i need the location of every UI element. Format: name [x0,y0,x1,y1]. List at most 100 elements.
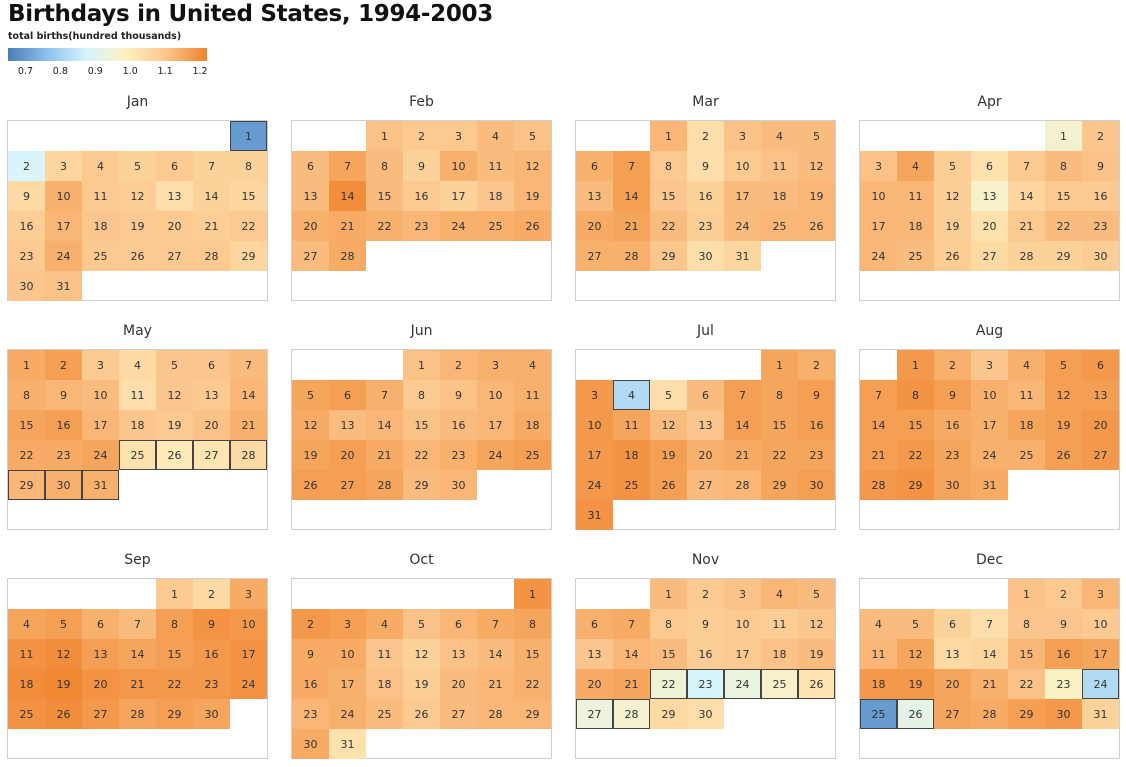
day-cell[interactable]: 3 [45,151,82,181]
day-cell[interactable]: 3 [971,350,1008,380]
day-cell[interactable]: 14 [724,410,761,440]
day-cell[interactable]: 30 [687,699,724,729]
day-cell[interactable]: 24 [724,669,761,699]
day-cell[interactable]: 11 [1008,380,1045,410]
day-cell[interactable]: 9 [45,380,82,410]
day-cell[interactable]: 10 [1082,609,1119,639]
day-cell[interactable]: 5 [292,380,329,410]
day-cell[interactable]: 13 [1082,380,1119,410]
day-cell[interactable]: 24 [230,669,267,699]
day-cell[interactable]: 12 [45,639,82,669]
day-cell[interactable]: 30 [440,470,477,500]
day-cell[interactable]: 20 [1082,410,1119,440]
day-cell[interactable]: 7 [119,609,156,639]
day-cell[interactable]: 6 [329,380,366,410]
day-cell[interactable]: 1 [366,121,403,151]
day-cell[interactable]: 8 [761,380,798,410]
day-cell[interactable]: 26 [1045,440,1082,470]
day-cell[interactable]: 15 [650,639,687,669]
day-cell[interactable]: 29 [8,470,45,500]
day-cell[interactable]: 29 [1008,699,1045,729]
day-cell[interactable]: 26 [292,470,329,500]
day-cell[interactable]: 29 [897,470,934,500]
day-cell[interactable]: 3 [477,350,514,380]
day-cell[interactable]: 18 [761,639,798,669]
day-cell[interactable]: 3 [230,579,267,609]
day-cell[interactable]: 2 [1045,579,1082,609]
day-cell[interactable]: 24 [724,211,761,241]
day-cell[interactable]: 2 [403,121,440,151]
day-cell[interactable]: 10 [724,609,761,639]
day-cell[interactable]: 21 [230,410,267,440]
day-cell[interactable]: 19 [934,211,971,241]
day-cell[interactable]: 4 [613,380,650,410]
day-cell[interactable]: 20 [156,211,193,241]
day-cell[interactable]: 15 [230,181,267,211]
day-cell[interactable]: 2 [193,579,230,609]
day-cell[interactable]: 17 [724,181,761,211]
day-cell[interactable]: 25 [897,241,934,271]
day-cell[interactable]: 6 [193,350,230,380]
day-cell[interactable]: 3 [724,579,761,609]
day-cell[interactable]: 16 [687,639,724,669]
day-cell[interactable]: 28 [971,699,1008,729]
day-cell[interactable]: 17 [724,639,761,669]
day-cell[interactable]: 10 [230,609,267,639]
day-cell[interactable]: 21 [1008,211,1045,241]
day-cell[interactable]: 25 [761,669,798,699]
day-cell[interactable]: 4 [1008,350,1045,380]
day-cell[interactable]: 7 [724,380,761,410]
day-cell[interactable]: 22 [230,211,267,241]
day-cell[interactable]: 1 [156,579,193,609]
day-cell[interactable]: 9 [1045,609,1082,639]
day-cell[interactable]: 8 [8,380,45,410]
day-cell[interactable]: 2 [292,609,329,639]
day-cell[interactable]: 18 [613,440,650,470]
day-cell[interactable]: 24 [971,440,1008,470]
day-cell[interactable]: 14 [366,410,403,440]
day-cell[interactable]: 18 [897,211,934,241]
day-cell[interactable]: 22 [514,669,551,699]
day-cell[interactable]: 17 [230,639,267,669]
day-cell[interactable]: 20 [440,669,477,699]
day-cell[interactable]: 28 [230,440,267,470]
day-cell[interactable]: 23 [8,241,45,271]
day-cell[interactable]: 26 [403,699,440,729]
day-cell[interactable]: 8 [1008,609,1045,639]
day-cell[interactable]: 5 [650,380,687,410]
day-cell[interactable]: 19 [45,669,82,699]
day-cell[interactable]: 2 [440,350,477,380]
day-cell[interactable]: 24 [1082,669,1119,699]
day-cell[interactable]: 21 [613,669,650,699]
day-cell[interactable]: 30 [292,729,329,759]
day-cell[interactable]: 13 [329,410,366,440]
day-cell[interactable]: 26 [45,699,82,729]
day-cell[interactable]: 4 [119,350,156,380]
day-cell[interactable]: 12 [403,639,440,669]
day-cell[interactable]: 29 [650,241,687,271]
day-cell[interactable]: 22 [650,669,687,699]
day-cell[interactable]: 15 [897,410,934,440]
day-cell[interactable]: 15 [514,639,551,669]
day-cell[interactable]: 3 [440,121,477,151]
day-cell[interactable]: 19 [650,440,687,470]
day-cell[interactable]: 25 [366,699,403,729]
day-cell[interactable]: 26 [798,211,835,241]
day-cell[interactable]: 24 [477,440,514,470]
day-cell[interactable]: 22 [156,669,193,699]
day-cell[interactable]: 24 [860,241,897,271]
day-cell[interactable]: 21 [477,669,514,699]
day-cell[interactable]: 27 [82,699,119,729]
day-cell[interactable]: 6 [82,609,119,639]
day-cell[interactable]: 15 [650,181,687,211]
day-cell[interactable]: 13 [292,181,329,211]
day-cell[interactable]: 8 [514,609,551,639]
day-cell[interactable]: 22 [650,211,687,241]
day-cell[interactable]: 24 [440,211,477,241]
day-cell[interactable]: 17 [440,181,477,211]
day-cell[interactable]: 28 [1008,241,1045,271]
day-cell[interactable]: 9 [934,380,971,410]
day-cell[interactable]: 17 [1082,639,1119,669]
day-cell[interactable]: 27 [971,241,1008,271]
day-cell[interactable]: 28 [477,699,514,729]
